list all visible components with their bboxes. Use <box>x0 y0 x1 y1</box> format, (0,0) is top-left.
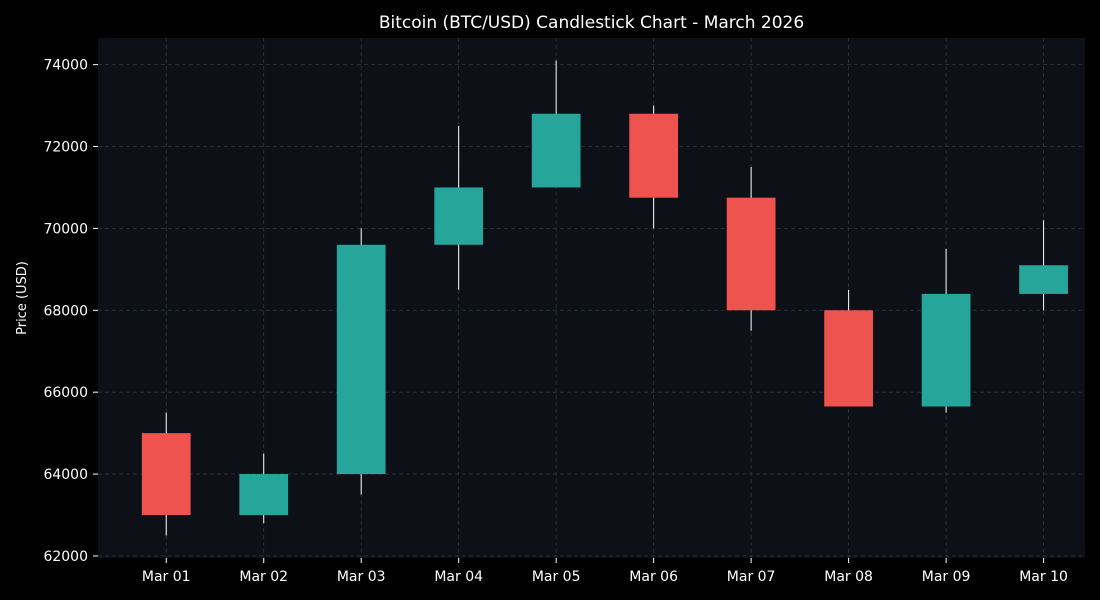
candle <box>239 453 289 524</box>
y-axis-label: Price (USD) <box>15 261 30 335</box>
candle-body-up <box>1019 265 1068 294</box>
x-tick-label: Mar 05 <box>532 569 581 585</box>
candle-body-down <box>141 433 191 516</box>
x-tick-label: Mar 07 <box>727 569 776 585</box>
candle <box>1019 220 1068 311</box>
y-tick-label: 66000 <box>43 385 88 401</box>
y-tick-label: 74000 <box>43 58 88 74</box>
candle <box>629 105 679 229</box>
candle <box>531 60 581 188</box>
y-tick-label: 68000 <box>43 303 88 319</box>
axes: 62000 64000 66000 68000 70000 72000 74000 Mar 0… <box>43 58 1067 585</box>
candle-body-up <box>434 187 484 245</box>
x-tick-label: Mar 08 <box>824 569 873 585</box>
candle-body-up <box>239 474 289 516</box>
y-tick-label: 62000 <box>43 549 88 565</box>
candle-body-up <box>921 293 971 407</box>
candle <box>336 228 386 495</box>
plot-area <box>98 38 1085 558</box>
candle <box>434 126 484 290</box>
candle <box>824 289 873 407</box>
y-tick-label: 70000 <box>43 221 88 237</box>
candle-body-down <box>629 113 679 198</box>
candle-body-up <box>531 113 581 188</box>
x-tick-label: Mar 09 <box>922 569 971 585</box>
candle-body-up <box>336 244 386 475</box>
x-tick-label: Mar 02 <box>239 569 288 585</box>
x-tick-label: Mar 01 <box>142 569 191 585</box>
candle <box>141 412 191 536</box>
chart-title: Bitcoin (BTC/USD) Candlestick Chart - Ma… <box>379 13 804 33</box>
candles <box>141 60 1068 536</box>
x-tick-label: Mar 04 <box>434 569 483 585</box>
candle <box>921 248 971 413</box>
candle-body-down <box>824 310 873 407</box>
candle-body-down <box>726 197 776 311</box>
x-tick-label: Mar 03 <box>337 569 386 585</box>
y-tick-label: 72000 <box>43 140 88 156</box>
candle <box>726 166 776 331</box>
y-tick-label: 64000 <box>43 467 88 483</box>
x-tick-label: Mar 06 <box>629 569 678 585</box>
x-tick-label: Mar 10 <box>1019 569 1068 585</box>
